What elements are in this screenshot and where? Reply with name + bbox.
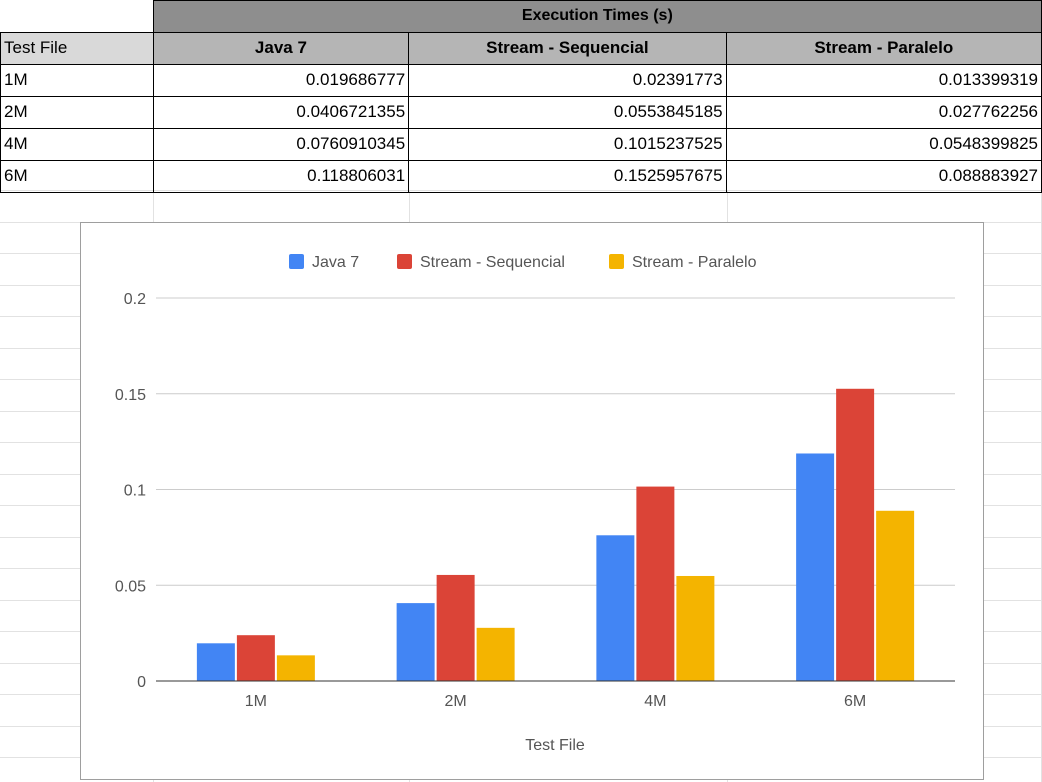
cell-stream-sequencial[interactable]: 0.0553845185	[408, 95, 727, 129]
cell-stream-sequencial[interactable]: 0.1015237525	[408, 127, 727, 161]
y-tick-label: 0	[137, 674, 146, 691]
header-java7[interactable]: Java 7	[152, 31, 410, 65]
y-tick-label: 0.15	[115, 387, 146, 404]
table-row: 4M 0.0760910345 0.1015237525 0.054839982…	[0, 127, 1042, 161]
table-row: 2M 0.0406721355 0.0553845185 0.027762256	[0, 95, 1042, 129]
cell-stream-paralelo[interactable]: 0.088883927	[725, 159, 1042, 193]
legend-swatch	[609, 254, 624, 269]
x-tick-label: 1M	[245, 693, 267, 710]
header-stream-paralelo[interactable]: Stream - Paralelo	[725, 31, 1042, 65]
cell-stream-paralelo[interactable]: 0.0548399825	[725, 127, 1042, 161]
cell-test-file[interactable]: 6M	[0, 159, 154, 193]
cell-test-file[interactable]: 2M	[0, 95, 154, 129]
cell-stream-paralelo[interactable]: 0.027762256	[725, 95, 1042, 129]
legend-swatch	[397, 254, 412, 269]
bar	[636, 486, 675, 681]
table-row: 1M 0.019686777 0.02391773 0.013399319	[0, 63, 1042, 97]
execution-times-header[interactable]: Execution Times (s)	[152, 0, 1042, 33]
y-tick-label: 0.1	[124, 483, 146, 500]
cell-java7[interactable]: 0.118806031	[152, 159, 410, 193]
cell-java7[interactable]: 0.0406721355	[152, 95, 410, 129]
table-super-header-row: Execution Times (s)	[0, 0, 1042, 33]
legend-label: Stream - Paralelo	[632, 254, 757, 271]
bar	[276, 655, 315, 681]
cell-test-file[interactable]: 1M	[0, 63, 154, 97]
bar	[596, 535, 635, 681]
cell-stream-sequencial[interactable]: 0.02391773	[408, 63, 727, 97]
bar	[396, 603, 435, 681]
bar	[876, 510, 915, 681]
bar	[436, 574, 475, 681]
cell-java7[interactable]: 0.0760910345	[152, 127, 410, 161]
chart-canvas: 0 0.05 0.1 0.15 0.2 1M 2M 4M 6M Test File Java 7 St…	[115, 254, 955, 754]
x-tick-label: 2M	[445, 693, 467, 710]
bar	[476, 627, 515, 681]
bar-chart[interactable]: 0 0.05 0.1 0.15 0.2 1M 2M 4M 6M Test File Java 7 St…	[80, 222, 984, 780]
bar	[196, 643, 235, 681]
cell-stream-sequencial[interactable]: 0.1525957675	[408, 159, 727, 193]
legend-label: Java 7	[312, 254, 359, 271]
bar	[836, 388, 875, 681]
x-tick-label: 4M	[644, 693, 666, 710]
bar	[676, 575, 715, 681]
legend-swatch	[289, 254, 304, 269]
x-axis-title: Test File	[525, 737, 585, 754]
table-header-row: Test File Java 7 Stream - Sequencial Str…	[0, 31, 1042, 65]
table-row: 6M 0.118806031 0.1525957675 0.088883927	[0, 159, 1042, 193]
bar	[796, 453, 835, 681]
y-tick-label: 0.2	[124, 291, 146, 308]
cell-java7[interactable]: 0.019686777	[152, 63, 410, 97]
bar	[236, 635, 275, 681]
header-stream-sequencial[interactable]: Stream - Sequencial	[408, 31, 727, 65]
execution-times-table: Execution Times (s) Test File Java 7 Str…	[0, 0, 1042, 193]
cell-test-file[interactable]: 4M	[0, 127, 154, 161]
y-tick-label: 0.05	[115, 578, 146, 595]
legend-label: Stream - Sequencial	[420, 254, 565, 271]
x-tick-label: 6M	[844, 693, 866, 710]
header-test-file[interactable]: Test File	[0, 31, 154, 65]
cell-stream-paralelo[interactable]: 0.013399319	[725, 63, 1042, 97]
blank-corner-cell	[0, 0, 154, 32]
